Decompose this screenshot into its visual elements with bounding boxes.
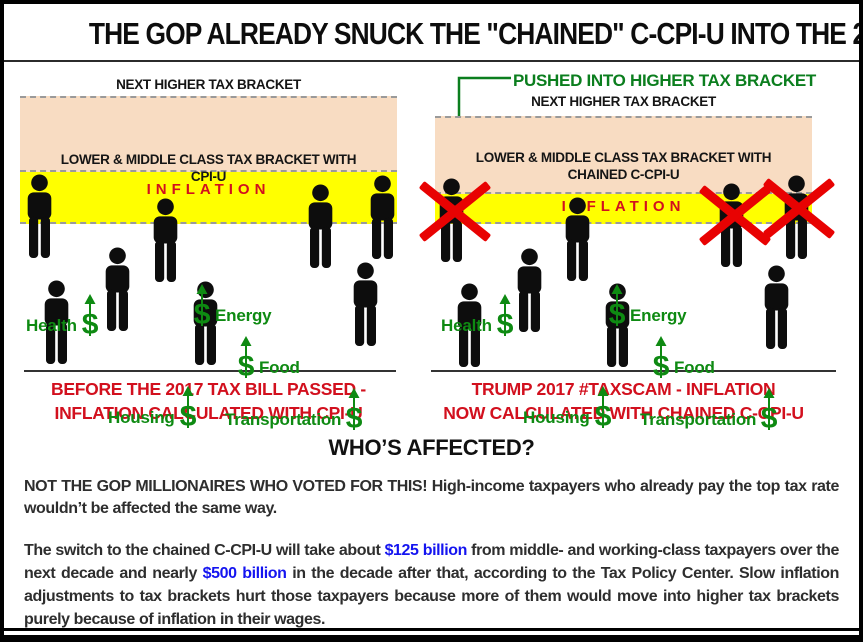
next-higher-bracket-label: NEXT HIGHER TAX BRACKET xyxy=(116,77,301,92)
person-figure xyxy=(27,174,52,258)
svg-text:$: $ xyxy=(653,350,670,380)
person-figure xyxy=(353,262,378,346)
svg-text:$: $ xyxy=(761,402,778,432)
before-caption: BEFORE THE 2017 TAX BILL PASSED - INFLAT… xyxy=(51,379,366,423)
amount-500-billion: $500 billion xyxy=(202,565,287,582)
middle-class-bracket-label: LOWER & MIDDLE CLASS TAX BRACKET WITH CP… xyxy=(60,152,357,184)
bottom-edge-bar xyxy=(0,635,863,642)
higher-bracket-band xyxy=(435,116,812,194)
person-figure xyxy=(153,198,178,282)
dollar-arrow-icon: $ xyxy=(238,336,255,380)
expense-health: Health $ xyxy=(441,294,515,338)
amount-125-billion: $125 billion xyxy=(384,542,468,559)
red-x-mark xyxy=(415,176,495,246)
inflation-band xyxy=(20,172,397,224)
dollar-arrow-icon: $ xyxy=(179,386,197,430)
dollar-arrow-icon: $ xyxy=(82,294,99,338)
person-figure xyxy=(517,248,542,332)
expense-transportation: Transportation $ xyxy=(640,388,779,432)
expense-energy: $ Energy xyxy=(192,284,272,328)
red-x-mark xyxy=(759,173,839,243)
svg-text:$: $ xyxy=(497,308,514,338)
after-caption: TRUMP 2017 #TAXSCAM - INFLATION NOW CALC… xyxy=(443,379,804,423)
inflation-label: INFLATION xyxy=(146,181,271,198)
inflation-label: INFLATION xyxy=(561,198,686,215)
affected-paragraph: NOT THE GOP MILLIONAIRES WHO VOTED FOR T… xyxy=(24,478,839,517)
caption-divider-left xyxy=(24,370,396,372)
expense-housing: Housing $ xyxy=(523,386,613,430)
svg-text:$: $ xyxy=(82,308,99,338)
expense-transportation: Transportation $ xyxy=(225,388,364,432)
para2-segment: The switch to the chained C-CPI-U will t… xyxy=(24,542,385,559)
expense-energy: $ Energy xyxy=(607,284,687,328)
person-figure xyxy=(565,197,590,281)
pushed-into-higher-bracket-label: PUSHED INTO HIGHER TAX BRACKET xyxy=(513,71,817,90)
content-bottom-rule xyxy=(4,628,859,631)
dollar-arrow-icon: $ xyxy=(194,284,211,328)
person-figure xyxy=(308,184,333,268)
dollar-arrow-icon: $ xyxy=(346,388,363,432)
whos-affected-heading: WHO’S AFFECTED? xyxy=(328,435,535,460)
person-figure xyxy=(105,247,130,331)
middle-class-bracket-label: LOWER & MIDDLE CLASS TAX BRACKET WITH CH… xyxy=(475,150,772,182)
svg-text:$: $ xyxy=(238,350,255,380)
dollar-arrow-icon: $ xyxy=(761,388,778,432)
dollar-arrow-icon: $ xyxy=(653,336,670,380)
dollar-arrow-icon: $ xyxy=(594,386,612,430)
svg-text:$: $ xyxy=(594,400,611,430)
page-title: THE GOP ALREADY SNUCK THE "CHAINED" C-CP… xyxy=(4,16,863,52)
expense-food: $ Food xyxy=(651,336,715,380)
panel-before-cpiu: NEXT HIGHER TAX BRACKET LOWER & MIDDLE C… xyxy=(20,65,397,432)
para2-segment: in the decade after that, according to t… xyxy=(24,565,840,628)
title-divider xyxy=(4,60,859,62)
expense-food: $ Food xyxy=(236,336,300,380)
svg-text:$: $ xyxy=(194,298,211,328)
svg-text:$: $ xyxy=(179,400,196,430)
svg-text:$: $ xyxy=(346,402,363,432)
expense-housing: Housing $ xyxy=(108,386,198,430)
page-title-text: THE GOP ALREADY SNUCK THE "CHAINED" C-CP… xyxy=(88,16,863,51)
panel-after-chained-cpiu: PUSHED INTO HIGHER TAX BRACKET NEXT HIGH… xyxy=(418,65,836,432)
person-figure xyxy=(370,175,395,259)
svg-text:$: $ xyxy=(609,298,626,328)
dollar-arrow-icon: $ xyxy=(497,294,514,338)
higher-bracket-band xyxy=(20,96,397,172)
caption-divider-right xyxy=(431,370,836,372)
tax-policy-paragraph: The switch to the chained C-CPI-U will t… xyxy=(24,539,839,631)
expense-health: Health $ xyxy=(26,294,100,338)
person-figure xyxy=(764,265,789,349)
para2-segment: from middle- and working-class taxpayers… xyxy=(24,542,839,582)
next-higher-bracket-label: NEXT HIGHER TAX BRACKET xyxy=(531,94,716,109)
dollar-arrow-icon: $ xyxy=(609,284,626,328)
